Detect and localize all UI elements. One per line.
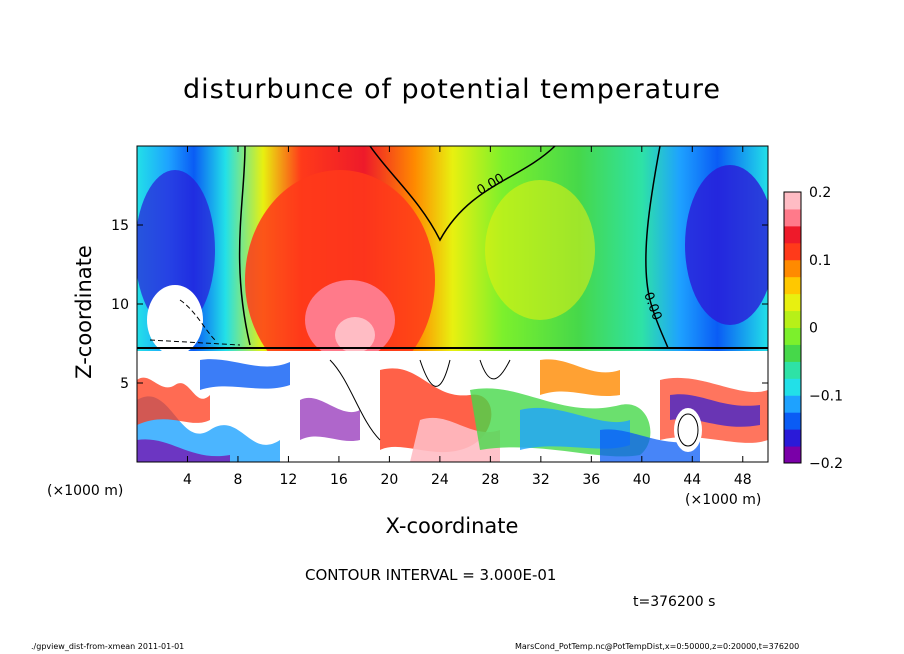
yellow-patch — [485, 180, 595, 320]
colorbar-band — [784, 412, 801, 430]
colorbar-band — [784, 446, 801, 464]
colorbar-frame — [783, 191, 802, 464]
colorbar-band — [784, 208, 801, 227]
footer-script-name: ./gpview_dist-from-xmean 2011-01-01 — [31, 642, 185, 651]
y-tick-label: 15 — [111, 218, 129, 234]
warm-peak — [335, 317, 375, 353]
colorbar-tick-label: 0.1 — [809, 253, 831, 269]
x-tick-label: 24 — [431, 472, 449, 488]
colorbar-tick-label: −0.2 — [809, 456, 843, 472]
x-tick-label: 36 — [582, 472, 600, 488]
colorbar-band — [784, 225, 801, 244]
colorbar-band — [784, 327, 801, 345]
colorbar-tick-label: 0 — [809, 321, 818, 337]
colorbar-tick-label: −0.1 — [809, 388, 843, 404]
y-tick-label: 5 — [120, 376, 129, 392]
x-tick-label: 32 — [532, 472, 550, 488]
time-stamp: t=376200 s — [633, 594, 716, 610]
contour-zero-right — [645, 146, 669, 349]
x-tick-label: 12 — [280, 472, 298, 488]
colorbar-band — [784, 259, 801, 278]
x-axis-unit-right: (×1000 m) — [685, 492, 762, 508]
colorbar-band — [784, 429, 801, 447]
x-tick-label: 8 — [233, 472, 242, 488]
cold-anomaly-right — [685, 165, 768, 325]
colorbar-band — [784, 242, 801, 261]
x-tick-label: 20 — [380, 472, 398, 488]
x-tick-label: 44 — [683, 472, 701, 488]
cold-anomaly-left — [137, 170, 215, 330]
x-tick-label: 16 — [330, 472, 348, 488]
colorbar-band — [784, 344, 801, 362]
x-tick-label: 48 — [734, 472, 752, 488]
y-axis-label: Z-coordinate — [72, 245, 96, 379]
x-tick-label: 40 — [633, 472, 651, 488]
x-axis-label: X-coordinate — [385, 514, 519, 538]
colorbar-band — [784, 276, 801, 295]
y-axis: 5 10 15 — [111, 218, 768, 392]
footer-data-source: MarsCond_PotTemp.nc@PotTempDist,x=0:5000… — [515, 642, 800, 651]
colorbar-band — [784, 378, 801, 396]
colorbar-tick-label: 0.2 — [809, 185, 831, 201]
colorbar: 0.2 0.1 0 −0.1 −0.2 — [783, 185, 843, 472]
white-patch-left — [147, 285, 203, 355]
x-tick-label: 28 — [481, 472, 499, 488]
plot-area — [137, 146, 768, 462]
y-tick-label: 10 — [111, 297, 129, 313]
colorbar-band — [784, 310, 801, 328]
contour-zero-left — [238, 146, 251, 346]
chart-title: disturbunce of potential temperature — [183, 74, 721, 105]
colorbar-band — [784, 293, 801, 312]
x-tick-label: 4 — [183, 472, 192, 488]
contour-zero-mid — [369, 146, 556, 242]
x-axis-unit-left: (×1000 m) — [47, 483, 124, 499]
contour-interval-note: CONTOUR INTERVAL = 3.000E-01 — [305, 566, 557, 584]
colorbar-band — [784, 361, 801, 379]
x-axis: 4 8 12 16 20 24 28 32 36 40 44 48 — [183, 146, 752, 488]
colorbar-band — [784, 192, 801, 210]
upper-field — [137, 146, 768, 351]
colorbar-band — [784, 395, 801, 413]
